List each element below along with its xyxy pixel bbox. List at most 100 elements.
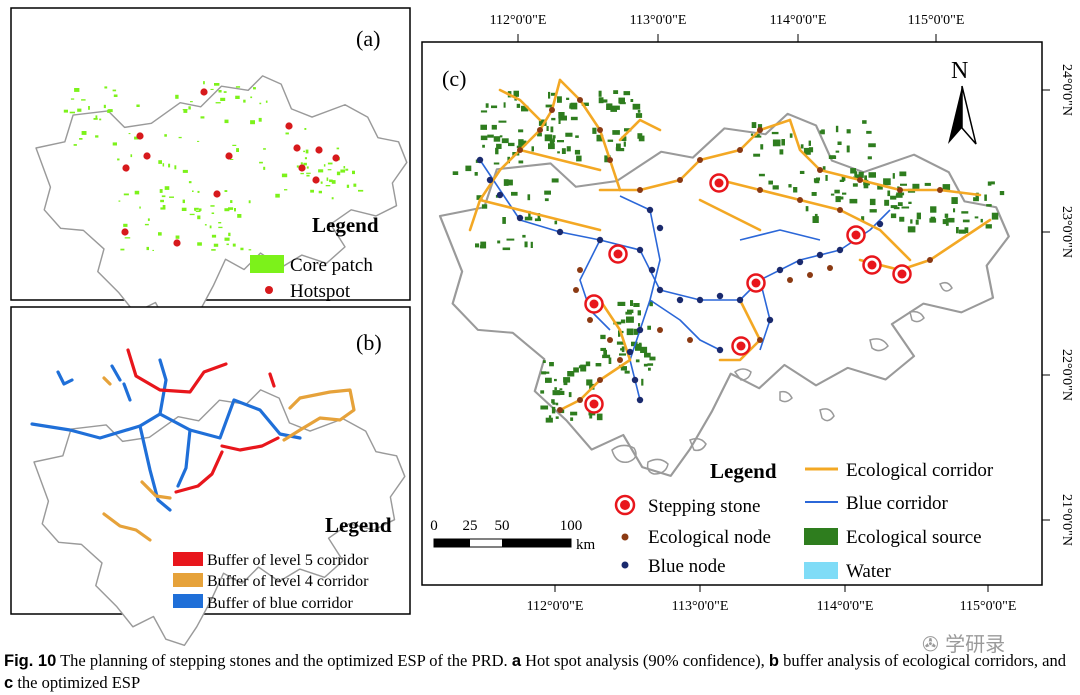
ecological-source-patch (908, 201, 912, 204)
ecological-source-patch (930, 206, 937, 213)
top-lon-ticks (517, 34, 937, 42)
core-patch (79, 138, 83, 140)
ecological-source-patch (627, 309, 634, 314)
scale-label-50: 50 (495, 518, 510, 534)
ecological-source-patch (530, 241, 533, 248)
ecological-source-patch (852, 183, 858, 187)
ecological-source-patch (868, 172, 876, 178)
ecological-source-patch (877, 185, 883, 190)
ecological-source-patch (480, 135, 488, 141)
ecological-source-patch (811, 192, 817, 196)
ecological-source-patch (544, 134, 553, 142)
bottom-lon-label-112: 112°0'0"E (527, 599, 584, 614)
ecological-source-patch (624, 128, 632, 132)
ecological-source-patch (649, 356, 656, 361)
ecological-source-patch (613, 90, 619, 94)
core-patch (310, 189, 314, 193)
ecological-source-patch (863, 183, 869, 189)
ecological-source-patch (864, 175, 867, 181)
ecological-source-patch (974, 216, 979, 219)
lat-ticks (1042, 89, 1050, 521)
core-patch (318, 169, 324, 173)
hotspot-marker (315, 146, 323, 154)
ecological-source-patch (835, 150, 840, 153)
panel-a-label: (a) (356, 26, 380, 51)
ecological-corridor (498, 88, 542, 122)
bottom-lon-ticks (554, 585, 989, 592)
ecological-node (637, 187, 643, 193)
caption-b-label: b (768, 652, 779, 670)
level4-corridor-buffer (140, 480, 172, 500)
ecological-source-patch (846, 129, 851, 134)
core-patch (118, 200, 121, 202)
legend-hotspot-marker (265, 286, 273, 294)
core-patch (223, 91, 227, 93)
ecological-corridor (478, 198, 602, 232)
core-patch (123, 223, 128, 227)
stepping-stones (584, 173, 912, 414)
blue-node (836, 246, 844, 254)
ecological-source-patch (987, 181, 992, 186)
ecological-source-patch (883, 178, 891, 186)
core-patch (228, 207, 234, 210)
core-patch (284, 189, 288, 191)
ecological-corridor (718, 178, 912, 262)
blue-node (766, 316, 774, 324)
core-patch (164, 134, 167, 137)
core-patch (120, 248, 125, 251)
corridor-buffers (30, 348, 356, 542)
ecological-source-patch (557, 151, 560, 154)
blue-corridor (739, 229, 821, 241)
ecological-source-patch (561, 148, 566, 154)
ecological-source-patch (616, 148, 625, 152)
hotspot-marker (312, 176, 320, 184)
ecological-source-patch (620, 366, 627, 371)
hotspot-marker (200, 88, 208, 96)
ecological-source-patch (834, 189, 840, 194)
level5-corridor-buffer (174, 450, 224, 494)
ecological-corridor (558, 298, 632, 412)
blue-node (676, 296, 684, 304)
ecological-source-patch (634, 330, 637, 334)
core-patch (174, 165, 177, 170)
core-patch (162, 205, 166, 209)
core-patch (345, 168, 349, 171)
hotspots (121, 88, 340, 247)
core-patch (88, 106, 90, 110)
ecological-source-patch (631, 341, 638, 347)
ecological-source-patch (554, 220, 558, 225)
ecological-node (937, 187, 943, 193)
core-patch (108, 109, 113, 113)
ecological-source-patch (986, 204, 992, 207)
ecological-source-patch (621, 346, 625, 353)
core-patch (215, 102, 221, 104)
core-patch (63, 109, 68, 113)
north-arrow: N (948, 58, 977, 145)
ecological-source-patch (551, 399, 555, 404)
ecological-source-patch (854, 171, 858, 177)
blue-node (556, 228, 564, 236)
ecological-node (607, 337, 613, 343)
panel-c-legend-title: Legend (710, 459, 777, 483)
ecological-source-patch (516, 103, 521, 108)
ecological-source-patch (575, 135, 579, 138)
core-patch (164, 186, 170, 190)
legend-hotspot-label: Hotspot (290, 281, 351, 302)
panel-c-label: (c) (442, 66, 466, 91)
core-patch (160, 199, 164, 203)
ecological-source-patch (550, 126, 554, 133)
ecological-source-patch (869, 198, 876, 206)
stepping-stone-center (736, 341, 746, 351)
core-patch (134, 136, 139, 140)
level4-corridor-buffer (102, 376, 112, 386)
core-patch (232, 144, 237, 146)
level5-corridor-buffer (268, 372, 276, 388)
ecological-source-patch (508, 142, 515, 147)
ecological-source-patch (548, 143, 555, 150)
ecological-source-patch (511, 191, 518, 196)
core-patch (134, 190, 140, 195)
core-patch (197, 215, 201, 220)
bottom-lon-label-115: 115°0'0"E (960, 599, 1017, 614)
ecological-source-patch (558, 117, 561, 124)
ecological-source-patch (566, 146, 571, 152)
